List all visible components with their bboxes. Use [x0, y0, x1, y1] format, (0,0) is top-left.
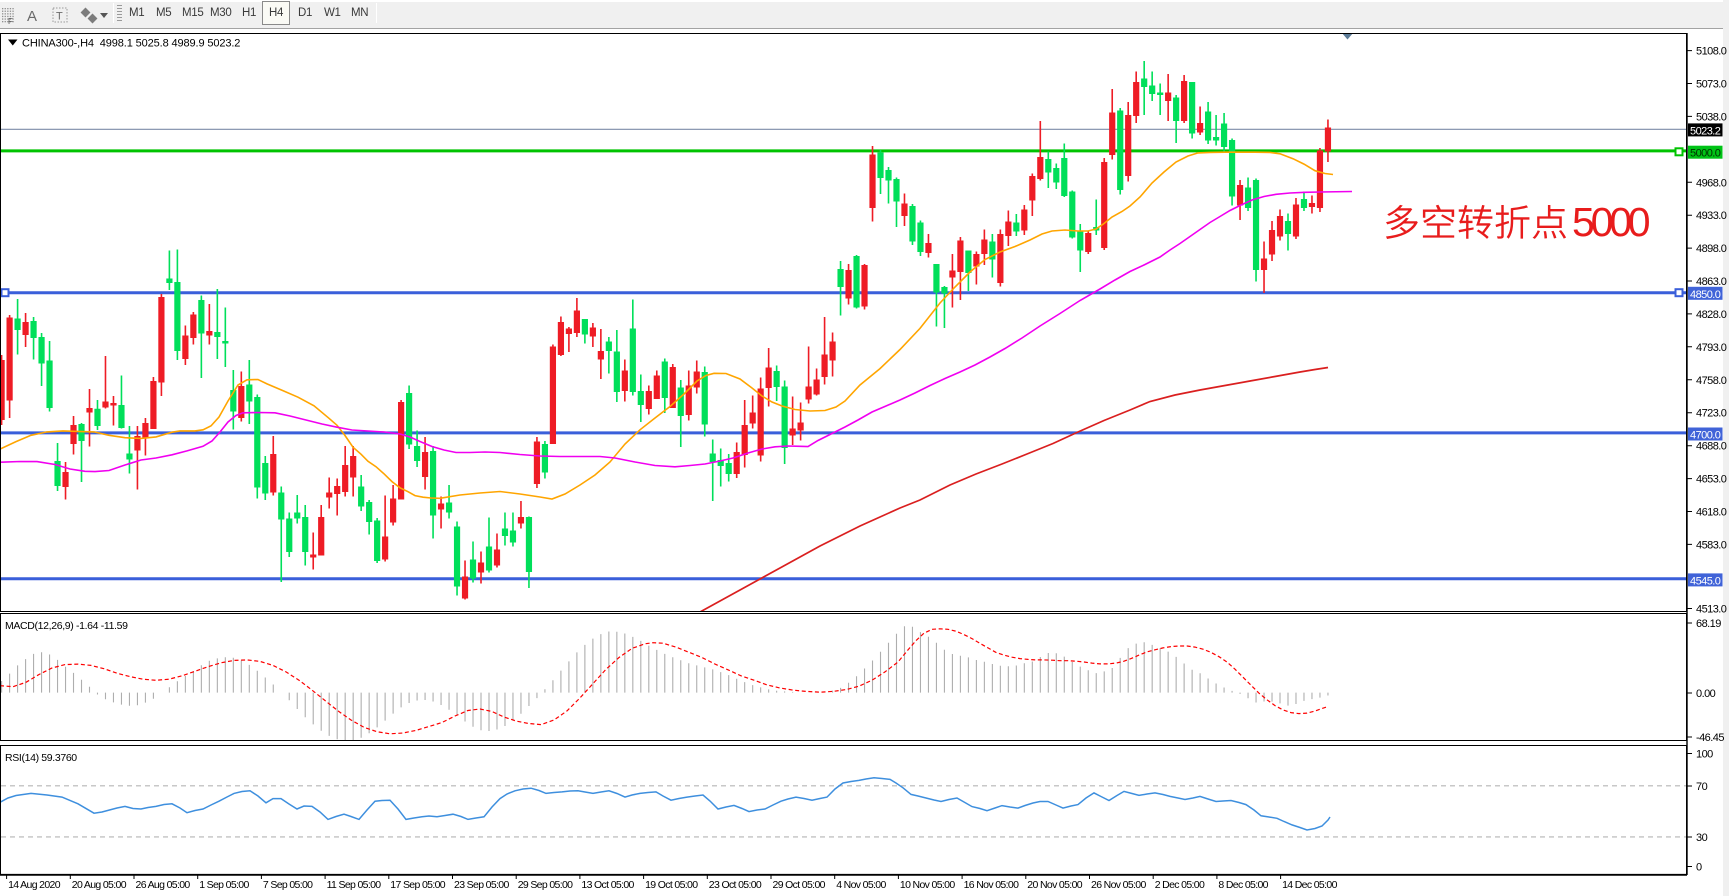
svg-text:4863.0: 4863.0	[1696, 276, 1727, 288]
svg-text:4898.0: 4898.0	[1696, 243, 1727, 255]
svg-text:4545.0: 4545.0	[1690, 575, 1721, 587]
svg-text:4933.0: 4933.0	[1696, 210, 1727, 222]
svg-text:20 Aug 05:00: 20 Aug 05:00	[72, 879, 127, 891]
svg-text:5023.2: 5023.2	[1690, 125, 1721, 137]
svg-text:A: A	[27, 8, 37, 25]
svg-text:29 Sep 05:00: 29 Sep 05:00	[518, 879, 573, 891]
svg-text:23 Sep 05:00: 23 Sep 05:00	[454, 879, 509, 891]
svg-text:7 Sep 05:00: 7 Sep 05:00	[263, 879, 313, 891]
svg-text:11 Sep 05:00: 11 Sep 05:00	[327, 879, 382, 891]
svg-text:4688.0: 4688.0	[1696, 441, 1727, 453]
svg-text:RSI(14) 59.3760: RSI(14) 59.3760	[5, 752, 77, 764]
svg-text:26 Nov 05:00: 26 Nov 05:00	[1091, 879, 1146, 891]
svg-text:70: 70	[1696, 781, 1708, 793]
svg-text:T: T	[56, 11, 63, 23]
svg-text:16 Nov 05:00: 16 Nov 05:00	[964, 879, 1019, 891]
svg-text:13 Oct 05:00: 13 Oct 05:00	[581, 879, 634, 891]
svg-text:5038.0: 5038.0	[1696, 111, 1727, 123]
svg-text:F: F	[8, 17, 13, 26]
svg-text:CHINA300-,H4 4998.1 5025.8 49: CHINA300-,H4 4998.1 5025.8 4989.9 5023.2	[22, 38, 240, 50]
svg-text:5000.0: 5000.0	[1690, 148, 1721, 160]
svg-text:4583.0: 4583.0	[1696, 539, 1727, 551]
svg-text:17 Sep 05:00: 17 Sep 05:00	[390, 879, 445, 891]
svg-text:4700.0: 4700.0	[1690, 430, 1721, 442]
svg-text:1 Sep 05:00: 1 Sep 05:00	[199, 879, 249, 891]
svg-text:29 Oct 05:00: 29 Oct 05:00	[773, 879, 826, 891]
svg-text:14 Dec 05:00: 14 Dec 05:00	[1282, 879, 1337, 891]
svg-text:0: 0	[1696, 862, 1702, 874]
svg-text:8 Dec 05:00: 8 Dec 05:00	[1218, 879, 1268, 891]
svg-text:4723.0: 4723.0	[1696, 408, 1727, 420]
svg-text:19 Oct 05:00: 19 Oct 05:00	[645, 879, 698, 891]
svg-text:4793.0: 4793.0	[1696, 342, 1727, 354]
svg-text:-46.45: -46.45	[1696, 732, 1724, 744]
svg-text:10 Nov 05:00: 10 Nov 05:00	[900, 879, 955, 891]
svg-text:20 Nov 05:00: 20 Nov 05:00	[1027, 879, 1082, 891]
svg-text:23 Oct 05:00: 23 Oct 05:00	[709, 879, 762, 891]
svg-text:0.00: 0.00	[1696, 688, 1716, 700]
svg-text:5108.0: 5108.0	[1696, 46, 1727, 58]
svg-text:4828.0: 4828.0	[1696, 309, 1727, 321]
svg-text:5073.0: 5073.0	[1696, 79, 1727, 91]
svg-text:68.19: 68.19	[1696, 618, 1721, 630]
svg-text:4758.0: 4758.0	[1696, 375, 1727, 387]
svg-text:MACD(12,26,9) -1.64 -11.59: MACD(12,26,9) -1.64 -11.59	[5, 620, 128, 632]
svg-text:4618.0: 4618.0	[1696, 507, 1727, 519]
svg-text:4968.0: 4968.0	[1696, 177, 1727, 189]
svg-text:14 Aug 2020: 14 Aug 2020	[8, 879, 61, 891]
svg-text:2 Dec 05:00: 2 Dec 05:00	[1155, 879, 1205, 891]
svg-text:4850.0: 4850.0	[1690, 289, 1721, 301]
svg-text:4653.0: 4653.0	[1696, 474, 1727, 486]
svg-text:30: 30	[1696, 832, 1708, 844]
svg-text:4 Nov 05:00: 4 Nov 05:00	[836, 879, 886, 891]
svg-text:26 Aug 05:00: 26 Aug 05:00	[136, 879, 191, 891]
svg-text:100: 100	[1696, 749, 1713, 761]
svg-text:4513.0: 4513.0	[1696, 604, 1727, 616]
svg-text:5000: 5000	[1572, 199, 1650, 245]
